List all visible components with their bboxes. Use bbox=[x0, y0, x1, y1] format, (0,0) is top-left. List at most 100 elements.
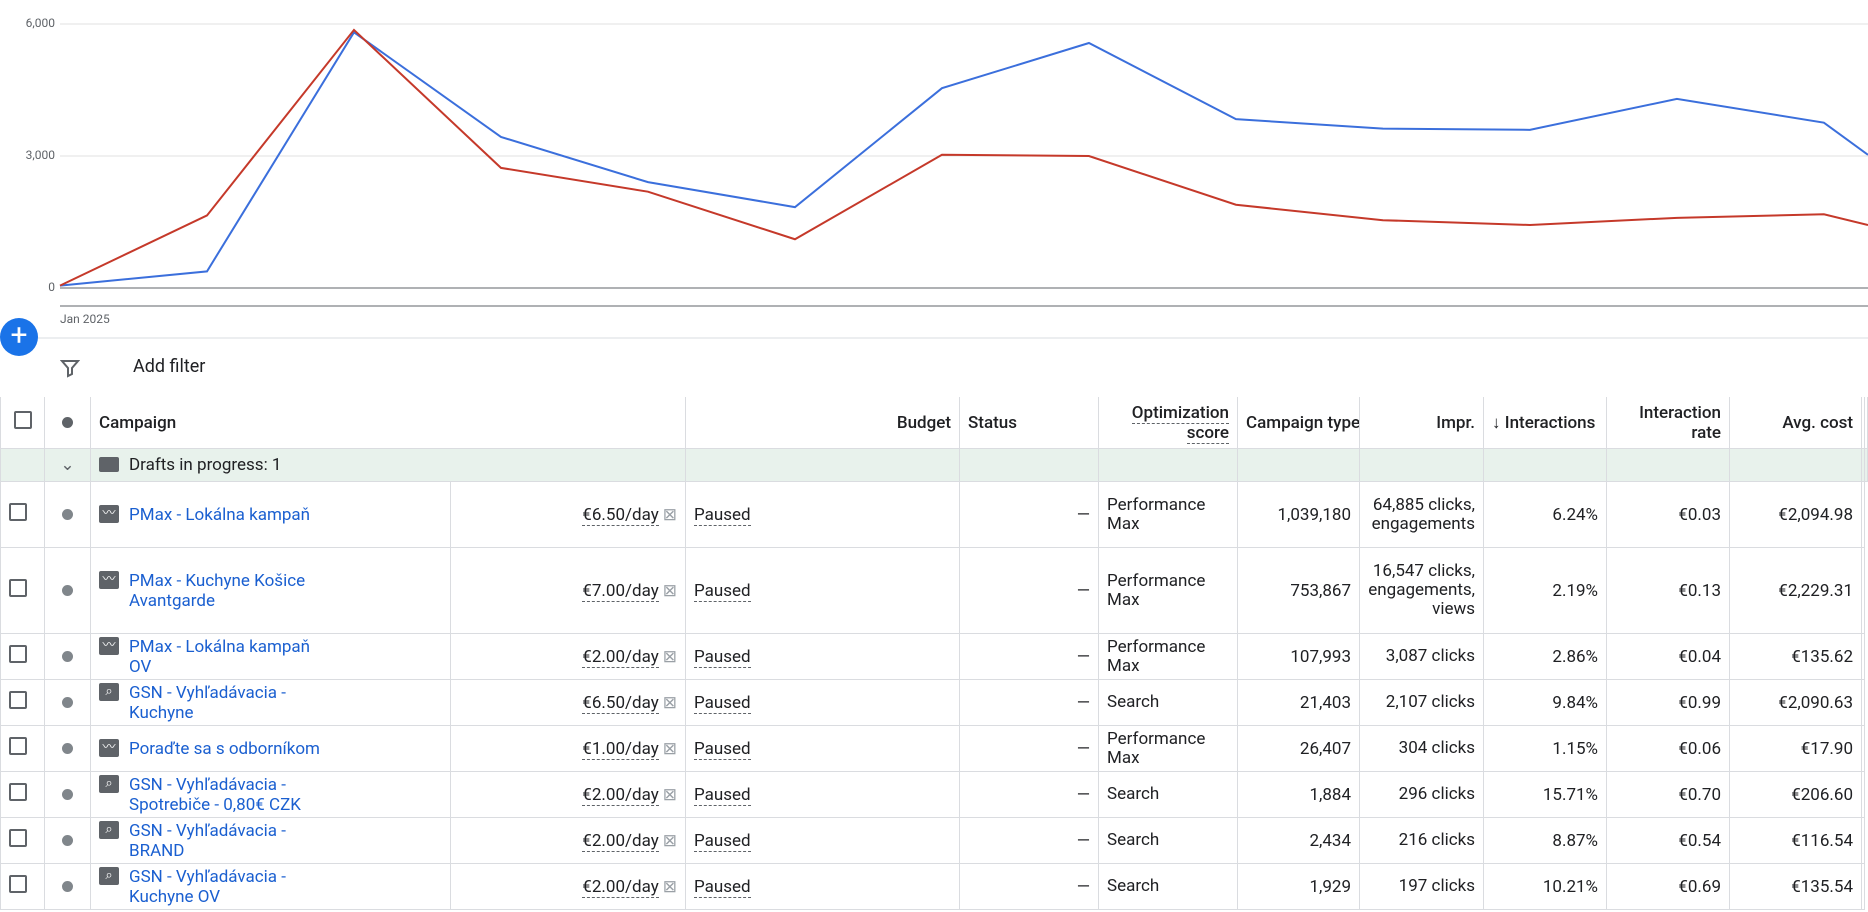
checkbox[interactable] bbox=[9, 503, 27, 521]
cell: Paused bbox=[685, 725, 961, 772]
cell: Search bbox=[1098, 863, 1239, 910]
cell: — bbox=[959, 771, 1100, 818]
expand[interactable]: ⌄ bbox=[44, 448, 91, 482]
value: €116.54 bbox=[1791, 830, 1854, 851]
value: €2,090.63 bbox=[1778, 692, 1854, 713]
campaign-link[interactable]: PMax - Lokálna kampaň bbox=[129, 504, 311, 525]
pmax-icon: 〰 bbox=[99, 504, 119, 523]
value: €135.54 bbox=[1791, 876, 1854, 897]
pmax-icon: 〰 bbox=[99, 636, 119, 655]
header-text[interactable]: Status bbox=[968, 412, 1017, 433]
value: €0.06 bbox=[1678, 738, 1722, 759]
column-header[interactable]: Impr. bbox=[1359, 397, 1485, 449]
status-icon bbox=[44, 817, 91, 864]
checkbox[interactable] bbox=[9, 783, 27, 801]
header-text[interactable]: Optimization score bbox=[1131, 402, 1230, 444]
budget[interactable]: €6.50/day bbox=[582, 692, 659, 714]
header-text[interactable]: Interactions bbox=[1504, 412, 1596, 433]
cell: — bbox=[959, 817, 1100, 864]
header-text[interactable]: Avg. cost bbox=[1782, 412, 1854, 433]
value: €0.04 bbox=[1678, 646, 1722, 667]
checkbox[interactable] bbox=[9, 691, 27, 709]
budget[interactable]: €2.00/day bbox=[582, 876, 659, 898]
header-text[interactable]: Campaign bbox=[99, 412, 177, 433]
campaign-link[interactable]: PMax - Kuchyne Košice Avantgarde bbox=[129, 570, 306, 611]
column-header[interactable]: Status bbox=[959, 397, 1100, 449]
header-text[interactable]: Budget bbox=[896, 412, 952, 433]
campaign-link[interactable]: GSN - Vyhľadávacia - Kuchyne OV bbox=[129, 866, 286, 907]
value: €0.54 bbox=[1678, 830, 1722, 851]
status[interactable]: Paused bbox=[694, 738, 751, 760]
cell: €2.00/day ⊠ bbox=[449, 633, 687, 680]
budget[interactable]: €7.00/day bbox=[582, 580, 659, 602]
cell bbox=[1864, 448, 1868, 482]
checkbox[interactable] bbox=[9, 737, 27, 755]
campaign-link[interactable]: Poraďte sa s odborníkom bbox=[129, 738, 320, 759]
column-header[interactable]: Campaign bbox=[89, 397, 687, 449]
cell bbox=[0, 448, 45, 482]
status[interactable]: Paused bbox=[694, 646, 751, 668]
header-text[interactable]: Impr. bbox=[1436, 412, 1476, 433]
group-row: ⌄ Drafts in progress: 1 bbox=[0, 448, 1868, 482]
cell: €2,229.31 bbox=[1729, 547, 1863, 634]
column-header[interactable]: ↓ Interactions bbox=[1483, 397, 1608, 449]
cell: Paused bbox=[685, 771, 961, 818]
value: — bbox=[1076, 646, 1091, 667]
cell: 26,407 bbox=[1237, 725, 1361, 772]
cell: €0.06 bbox=[1606, 725, 1731, 772]
cell: €6.50/day ⊠ bbox=[449, 481, 687, 548]
cell bbox=[1237, 448, 1361, 482]
budget[interactable]: €2.00/day bbox=[582, 830, 659, 852]
budget[interactable]: €1.00/day bbox=[582, 738, 659, 760]
campaign-link[interactable]: GSN - Vyhľadávacia - BRAND bbox=[129, 820, 286, 861]
budget[interactable]: €6.50/day bbox=[582, 504, 659, 526]
status[interactable]: Paused bbox=[694, 692, 751, 714]
column-header[interactable]: Avg. cost bbox=[1729, 397, 1863, 449]
filter-icon[interactable] bbox=[60, 358, 80, 378]
spacer bbox=[1861, 481, 1865, 548]
header-text[interactable]: Interaction rate bbox=[1639, 402, 1722, 443]
status[interactable]: Paused bbox=[694, 876, 751, 898]
cell bbox=[1483, 448, 1608, 482]
status-icon bbox=[44, 547, 91, 634]
status[interactable]: Paused bbox=[694, 580, 751, 602]
budget[interactable]: €2.00/day bbox=[582, 784, 659, 806]
column-header[interactable]: Campaign type bbox=[1237, 397, 1361, 449]
cell: €1.00/day ⊠ bbox=[449, 725, 687, 772]
value: €206.60 bbox=[1791, 784, 1854, 805]
value: 64,885 clicks, engagements bbox=[1371, 494, 1476, 534]
cell: €6.50/day ⊠ bbox=[449, 679, 687, 726]
status[interactable]: Paused bbox=[694, 784, 751, 806]
value: 9.84% bbox=[1552, 692, 1599, 713]
x-label: Jan 2025 bbox=[60, 312, 110, 326]
campaign-link[interactable]: PMax - Lokálna kampaň OV bbox=[129, 636, 311, 677]
campaign-link[interactable]: GSN - Vyhľadávacia - Spotrebiče - 0,80€ … bbox=[129, 774, 301, 815]
campaign-link[interactable]: GSN - Vyhľadávacia - Kuchyne bbox=[129, 682, 286, 723]
column-header[interactable]: Optimization score bbox=[1098, 397, 1239, 449]
add-button[interactable]: + bbox=[0, 318, 38, 356]
value: 16,547 clicks, engagements, views bbox=[1368, 561, 1476, 619]
select bbox=[0, 863, 45, 910]
cell: €0.04 bbox=[1606, 633, 1731, 680]
add-filter[interactable]: Add filter bbox=[133, 356, 206, 377]
cell: ⌕ GSN - Vyhľadávacia - Kuchyne bbox=[90, 679, 451, 726]
status[interactable]: Paused bbox=[694, 830, 751, 852]
checkbox[interactable] bbox=[9, 875, 27, 893]
cell: ⌕ GSN - Vyhľadávacia - Kuchyne OV bbox=[90, 863, 451, 910]
checkbox[interactable] bbox=[13, 411, 32, 429]
status[interactable]: Paused bbox=[694, 504, 751, 526]
header-text[interactable]: Campaign type bbox=[1246, 412, 1360, 433]
value: 1,039,180 bbox=[1277, 504, 1352, 525]
value: 1,884 bbox=[1309, 784, 1352, 805]
checkbox[interactable] bbox=[9, 579, 27, 597]
checkbox[interactable] bbox=[9, 829, 27, 847]
checkbox[interactable] bbox=[9, 645, 27, 663]
select bbox=[0, 481, 45, 548]
cell: — bbox=[959, 863, 1100, 910]
budget[interactable]: €2.00/day bbox=[582, 646, 659, 668]
value: Performance Max bbox=[1107, 636, 1206, 676]
cell: Paused bbox=[685, 863, 961, 910]
column-header[interactable]: Budget bbox=[685, 397, 961, 449]
column-header[interactable]: Interaction rate bbox=[1606, 397, 1731, 449]
cell: 216 clicks bbox=[1359, 817, 1485, 864]
